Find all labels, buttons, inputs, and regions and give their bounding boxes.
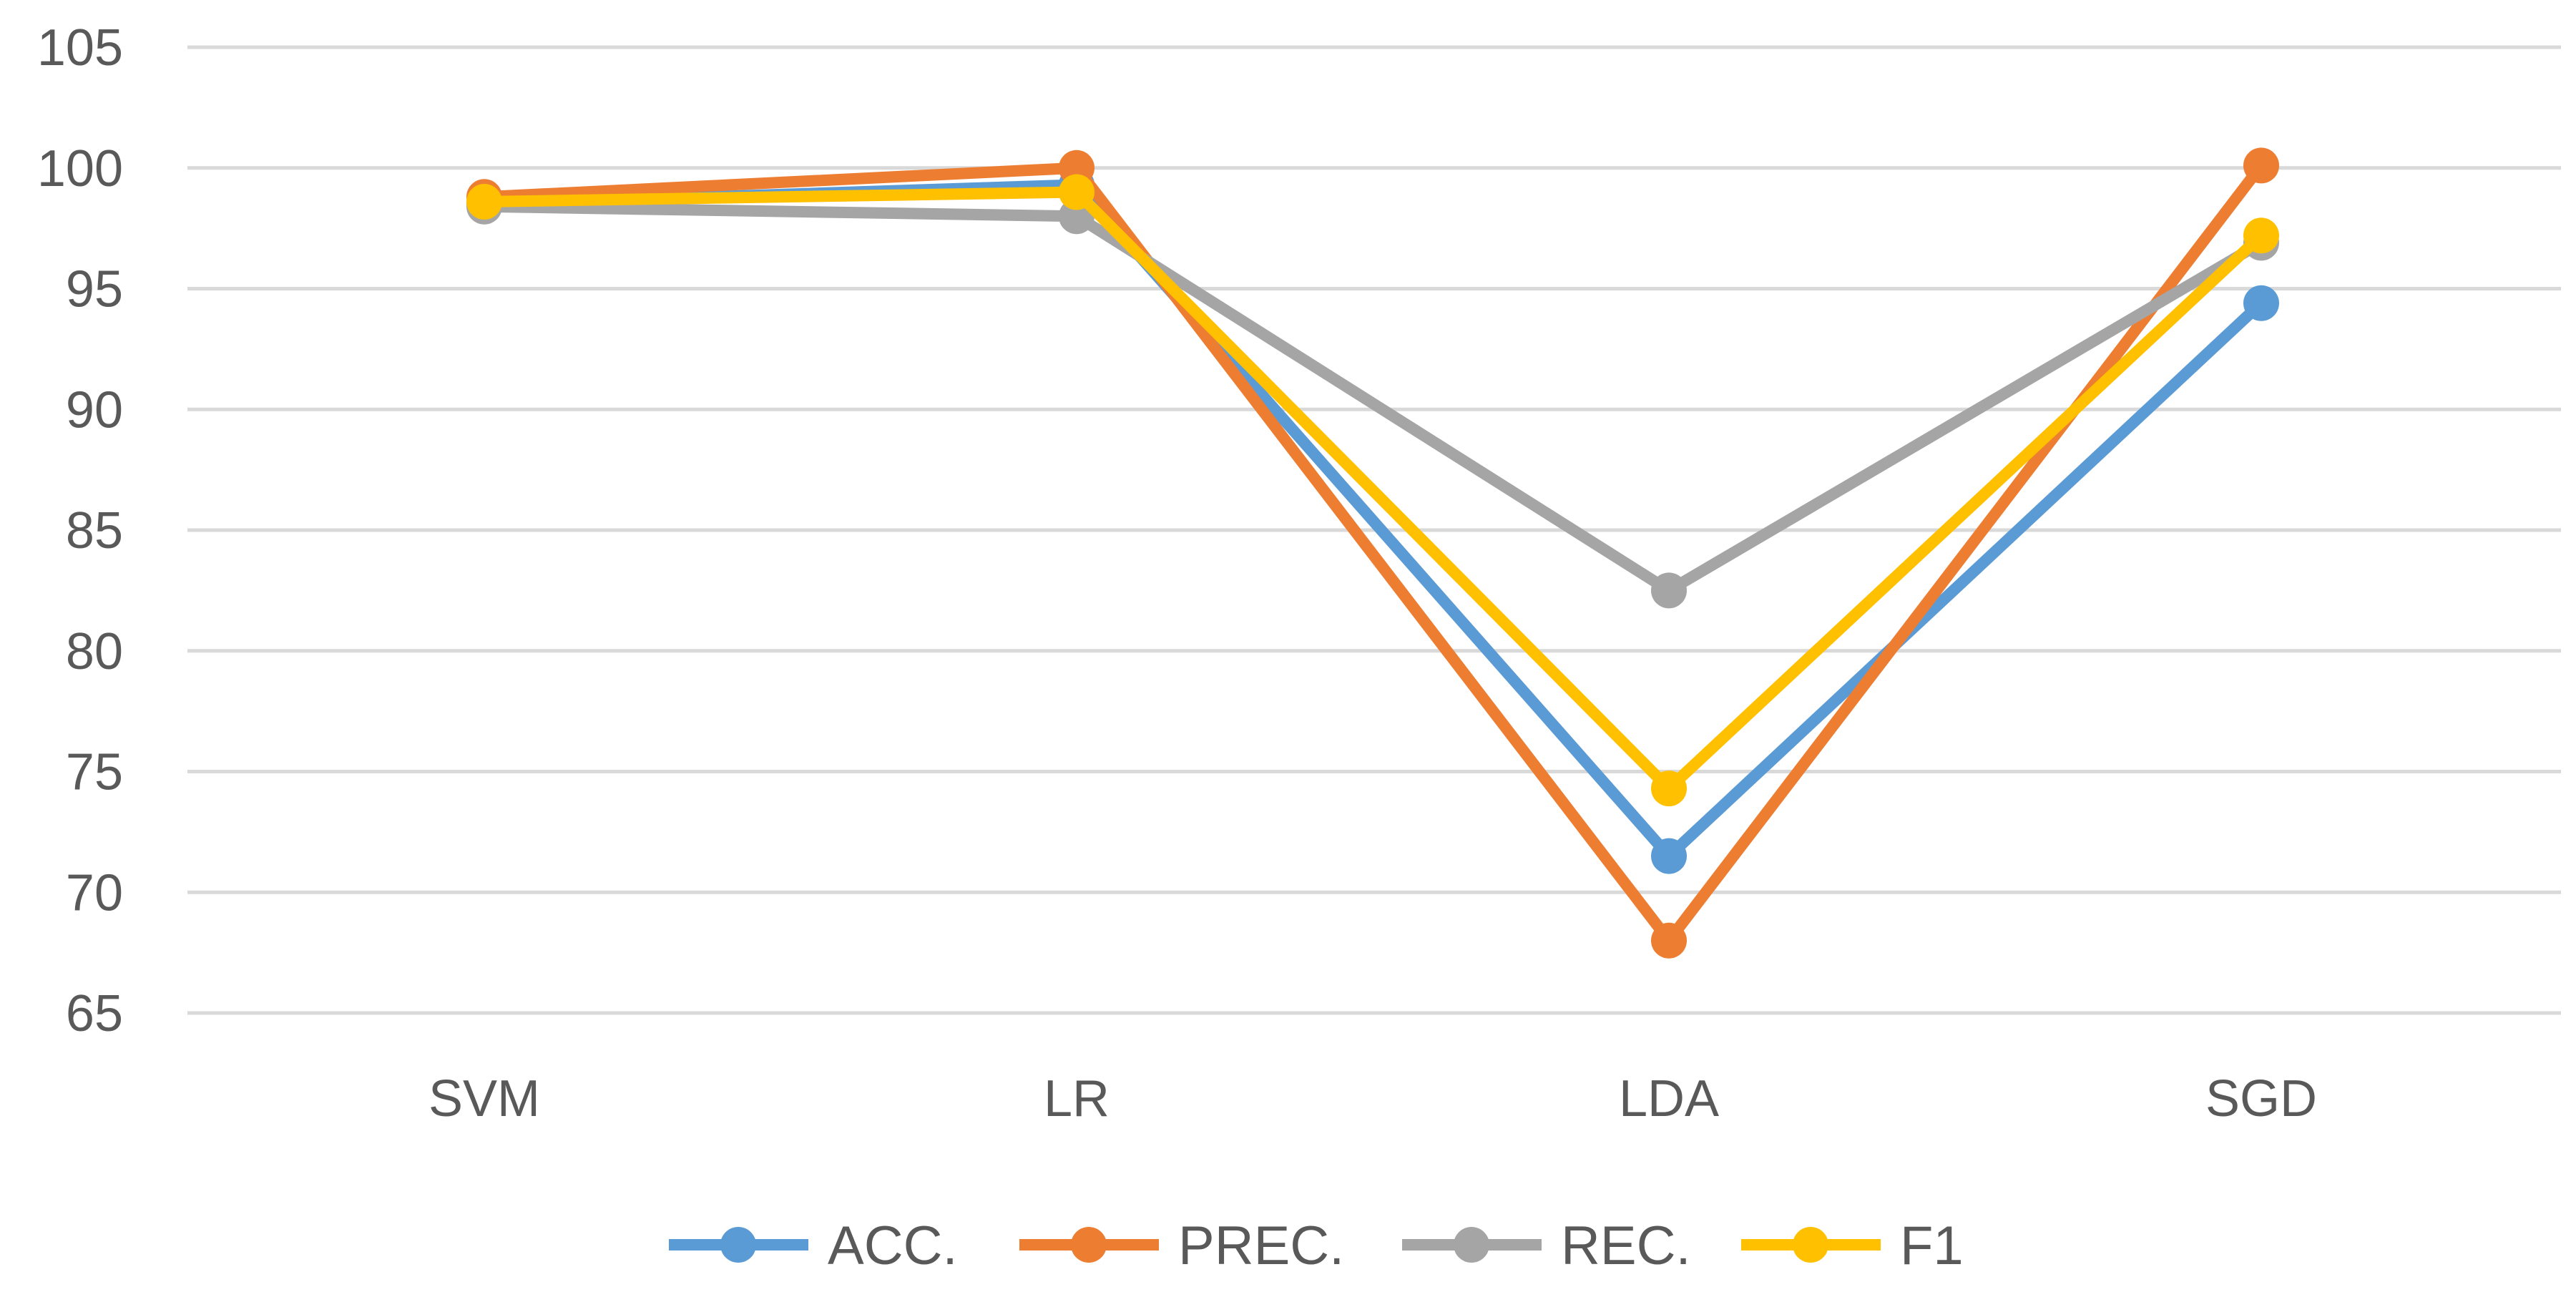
legend-item-rec: REC.: [1402, 1215, 1691, 1276]
legend-swatch-marker-rec: [1454, 1227, 1489, 1263]
data-point-f1-lr: [1059, 174, 1094, 210]
y-tick-label-70: 70: [66, 864, 123, 921]
y-tick-label-105: 105: [37, 19, 123, 77]
data-point-f1-svm: [466, 184, 502, 220]
data-point-prec-lda: [1651, 922, 1687, 959]
series-line-rec: [479, 200, 2267, 597]
legend-item-prec: PREC.: [1019, 1215, 1344, 1276]
y-tick-label-75: 75: [66, 744, 123, 801]
y-tick-label-90: 90: [66, 381, 123, 439]
y-tick-label-80: 80: [66, 623, 123, 680]
legend-swatch-marker-acc: [720, 1227, 756, 1263]
series-lines: [466, 147, 2279, 959]
legend: ACC. PREC. REC. F1: [669, 1215, 1964, 1276]
data-point-acc-sgd: [2243, 285, 2279, 321]
y-tick-label-100: 100: [37, 140, 123, 197]
legend-swatch-marker-prec: [1071, 1227, 1107, 1263]
data-point-acc-lda: [1651, 838, 1687, 874]
legend-label-f1: F1: [1900, 1215, 1964, 1276]
legend-swatch-marker-f1: [1793, 1227, 1828, 1263]
legend-item-acc: ACC.: [669, 1215, 958, 1276]
y-axis-tick-labels: 65 70 75 80 85 90 95 100 105: [37, 19, 123, 1042]
data-point-f1-lda: [1651, 770, 1687, 807]
y-tick-label-85: 85: [66, 502, 123, 559]
data-point-prec-sgd: [2243, 147, 2279, 184]
data-point-f1-sgd: [2243, 217, 2279, 254]
series-line-prec: [479, 160, 2267, 946]
data-point-rec-lda: [1651, 572, 1687, 609]
legend-item-f1: F1: [1741, 1215, 1964, 1276]
series-line-f1: [479, 186, 2267, 795]
x-tick-label-svm: SVM: [428, 1070, 540, 1127]
legend-label-rec: REC.: [1561, 1215, 1691, 1276]
x-tick-label-lda: LDA: [1619, 1070, 1719, 1127]
x-tick-label-sgd: SGD: [2205, 1070, 2317, 1127]
y-tick-label-95: 95: [66, 261, 123, 318]
series-f1: [466, 174, 2279, 807]
x-tick-label-lr: LR: [1044, 1070, 1110, 1127]
x-axis-tick-labels: SVM LR LDA SGD: [428, 1070, 2317, 1127]
legend-label-acc: ACC.: [828, 1215, 958, 1276]
y-tick-label-65: 65: [66, 985, 123, 1042]
legend-label-prec: PREC.: [1178, 1215, 1344, 1276]
